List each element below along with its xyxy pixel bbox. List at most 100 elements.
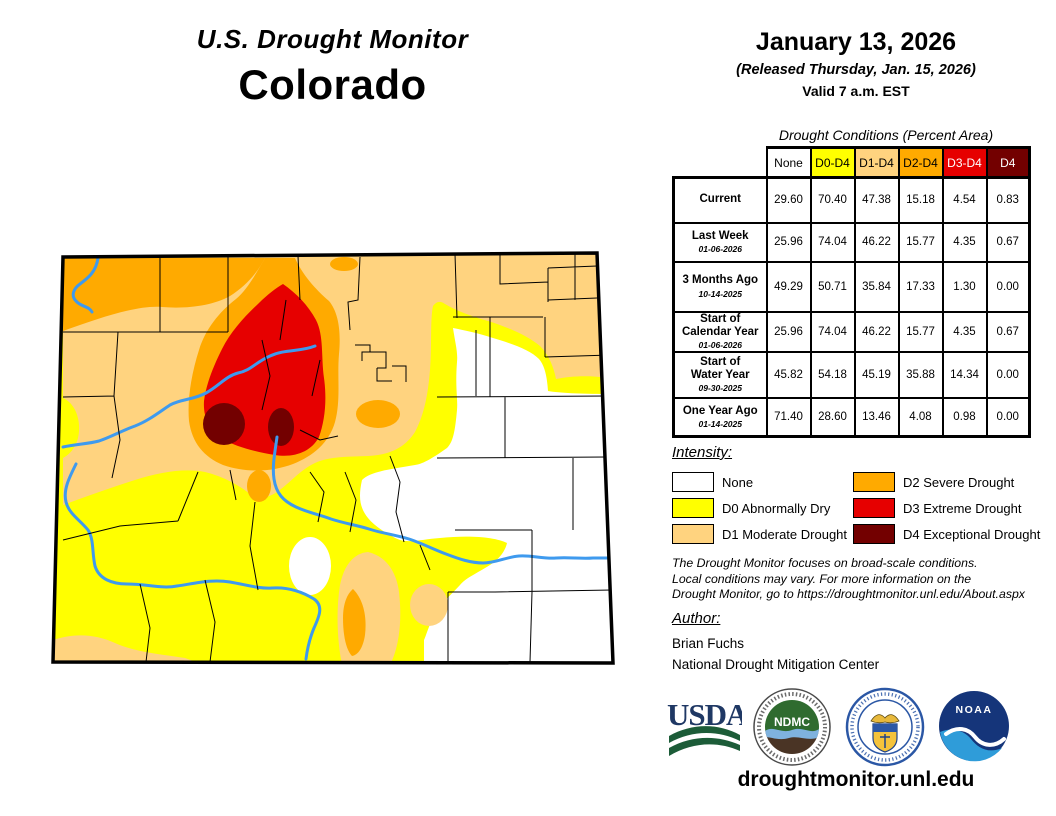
doc-eagle-icon — [870, 714, 900, 724]
cell: 1.30 — [941, 260, 988, 313]
legend-title: Intensity: — [672, 444, 733, 461]
col-header-d4: D4 — [985, 146, 1031, 179]
row-label: Current — [699, 193, 742, 206]
disclaimer-text: The Drought Monitor focuses on broad-sca… — [672, 556, 1025, 601]
cell: 0.00 — [985, 396, 1031, 438]
col-header-none: None — [765, 146, 812, 179]
d2-south-crescent — [343, 589, 366, 656]
legend-item-d1: D1 Moderate Drought — [672, 521, 853, 547]
commerce-seal-logo — [845, 687, 925, 767]
legend-label: D0 Abnormally Dry — [722, 500, 831, 516]
cell: 25.96 — [765, 310, 812, 353]
cell: 47.38 — [853, 176, 900, 224]
cell: 0.83 — [985, 176, 1031, 224]
map-date: January 13, 2026 — [755, 28, 957, 56]
cell: 25.96 — [765, 221, 812, 263]
table-row: Start of Water Year 09-30-2025 45.82 54.1… — [672, 350, 1031, 399]
cell: 0.67 — [985, 221, 1031, 263]
row-date: 01-14-2025 — [698, 418, 742, 429]
legend-grid: None D0 Abnormally Dry D1 Moderate Droug… — [672, 469, 1056, 547]
river-southwest — [63, 462, 322, 661]
row-label: 3 Months Ago — [682, 274, 759, 287]
col-header-d3-d4: D3-D4 — [941, 146, 988, 179]
legend-item-d4: D4 Exceptional Drought — [853, 521, 1056, 547]
valid-time: Valid 7 a.m. EST — [802, 83, 910, 99]
cell: 45.82 — [765, 350, 812, 399]
cell: 0.00 — [985, 260, 1031, 313]
author-heading: Author: — [672, 610, 721, 627]
cell: 15.77 — [897, 221, 944, 263]
cell: 4.08 — [897, 396, 944, 438]
cell: 4.35 — [941, 310, 988, 353]
cell: 0.98 — [941, 396, 988, 438]
d2-swatch — [853, 472, 895, 492]
cell: 74.04 — [809, 310, 856, 353]
report-title: U.S. Drought Monitor — [196, 24, 469, 54]
table-row: 3 Months Ago 10-14-2025 49.29 50.71 35.84… — [672, 260, 1031, 313]
cell: 15.77 — [897, 310, 944, 353]
table-row: One Year Ago 01-14-2025 71.40 28.60 13.46… — [672, 396, 1031, 438]
row-date: 01-06-2026 — [698, 244, 742, 255]
d4-swatch — [853, 524, 895, 544]
cell: 50.71 — [809, 260, 856, 313]
cell: 17.33 — [897, 260, 944, 313]
cell: 46.22 — [853, 310, 900, 353]
ndmc-text: NDMC — [774, 715, 810, 729]
released-date: (Released Thursday, Jan. 15, 2026) — [736, 62, 976, 78]
d2-denver-blob — [356, 400, 400, 428]
cell: 46.22 — [853, 221, 900, 263]
author-name: Brian Fuchs — [672, 636, 745, 651]
usda-text: USDA — [667, 698, 742, 732]
none-swatch — [672, 472, 714, 492]
d4-exceptional-east-blob — [268, 408, 294, 446]
doc-shield-chief — [873, 724, 897, 732]
author-org: National Drought Mitigation Center — [672, 657, 880, 672]
percent-area-table: None D0-D4 D1-D4 D2-D4 D3-D4 D4 Current … — [672, 146, 1031, 438]
table-row: Last Week 01-06-2026 25.96 74.04 46.22 15… — [672, 221, 1031, 263]
doc-ring-text-icon — [850, 692, 920, 762]
county-boundaries — [62, 253, 613, 663]
author-block: Author: Brian Fuchs National Drought Mit… — [672, 610, 1056, 672]
d4-exceptional-west-blob — [203, 403, 245, 445]
row-label: Last Week — [691, 229, 749, 242]
noaa-logo: NOAA — [938, 690, 1010, 762]
d2-severe-drought-nw — [63, 257, 265, 331]
cell: 4.35 — [941, 221, 988, 263]
row-label: Start of Calendar Year — [681, 312, 759, 339]
map-title-block: U.S. Drought Monitor Colorado — [40, 24, 625, 109]
d0-west-wedge — [63, 398, 80, 458]
ndmc-emblem-icon — [765, 700, 819, 754]
cell: 14.34 — [941, 350, 988, 399]
d2-top-blob — [330, 257, 358, 271]
col-header-d2-d4: D2-D4 — [897, 146, 944, 179]
cell: 45.19 — [853, 350, 900, 399]
table-row: Current 29.60 70.40 47.38 15.18 4.54 0.8… — [672, 176, 1031, 224]
d1-south-oval — [410, 584, 448, 626]
noaa-text: NOAA — [956, 704, 993, 716]
none-pocket-region — [289, 537, 331, 595]
cell: 54.18 — [809, 350, 856, 399]
ndmc-ring-text-icon — [757, 692, 827, 762]
cell: 0.67 — [985, 310, 1031, 353]
table-title: Drought Conditions (Percent Area) — [778, 127, 994, 143]
cell: 28.60 — [809, 396, 856, 438]
cell: 29.60 — [765, 176, 812, 224]
col-header-d1-d4: D1-D4 — [853, 146, 900, 179]
river-arkansas — [271, 435, 611, 565]
legend-label: None — [722, 474, 754, 490]
cell: 74.04 — [809, 221, 856, 263]
cell: 0.00 — [985, 350, 1031, 399]
d0-swatch — [672, 498, 714, 518]
river-colorado — [61, 344, 317, 449]
d2-sw-blob — [247, 470, 271, 502]
row-label: Start of Water Year — [690, 355, 750, 381]
usda-swoosh-icon — [669, 726, 740, 743]
row-label: One Year Ago — [682, 404, 758, 417]
row-date: 09-30-2025 — [698, 383, 742, 394]
legend-item-none: None — [672, 469, 853, 495]
col-header-d0-d4: D0-D4 — [809, 146, 856, 179]
none-region — [360, 328, 613, 663]
river-nw-hook — [71, 256, 100, 314]
cell: 4.54 — [941, 176, 988, 224]
d1-sw-corner — [53, 635, 196, 662]
